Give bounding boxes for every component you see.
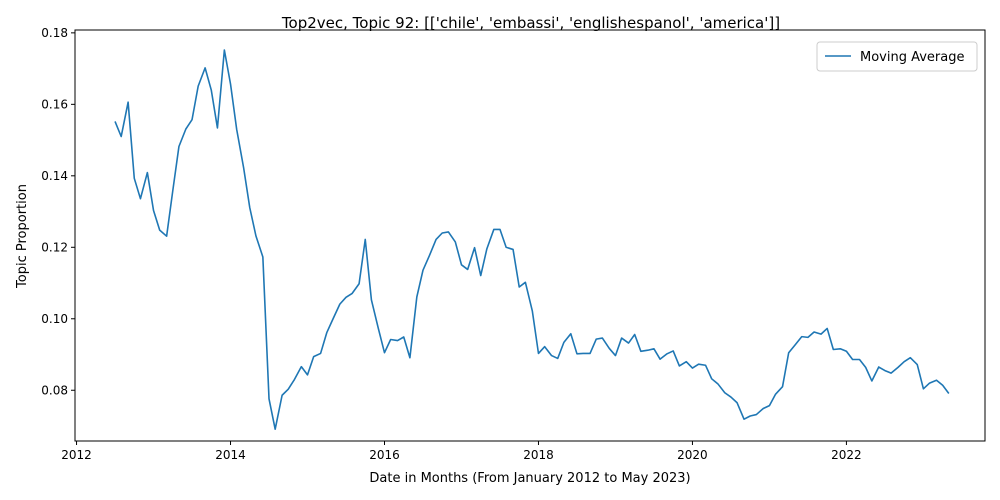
legend-box [816,41,978,72]
x-axis: 2012 2014 2016 2018 2020 2022 [61,441,862,462]
y-tick-label: 0.12 [41,240,68,254]
y-tick-label: 0.16 [41,97,68,111]
y-tick-label: 0.10 [41,312,68,326]
legend-label: Moving Average [860,50,964,65]
y-axis-label: Topic Proportion [15,184,30,289]
x-tick-label: 2016 [369,448,400,462]
chart-title: Top2vec, Topic 92: [['chile', 'embassi',… [281,14,780,32]
x-tick-label: 2018 [523,448,554,462]
x-tick-label: 2020 [677,448,708,462]
axes-frame [74,29,986,442]
x-tick-label: 2022 [831,448,862,462]
x-tick-label: 2014 [215,448,246,462]
y-tick-label: 0.14 [41,169,68,183]
y-axis: 0.08 0.10 0.12 0.14 0.16 0.18 [41,26,75,397]
x-axis-label: Date in Months (From January 2012 to May… [369,471,690,486]
series-line-moving-average [114,49,950,431]
legend: Moving Average [816,41,978,72]
x-tick-label: 2012 [61,448,92,462]
y-tick-label: 0.18 [41,26,68,40]
plot-area: 2012 2014 2016 2018 2020 2022 0.08 0.10 0.12 0.1… [41,26,986,462]
y-tick-label: 0.08 [41,383,68,397]
